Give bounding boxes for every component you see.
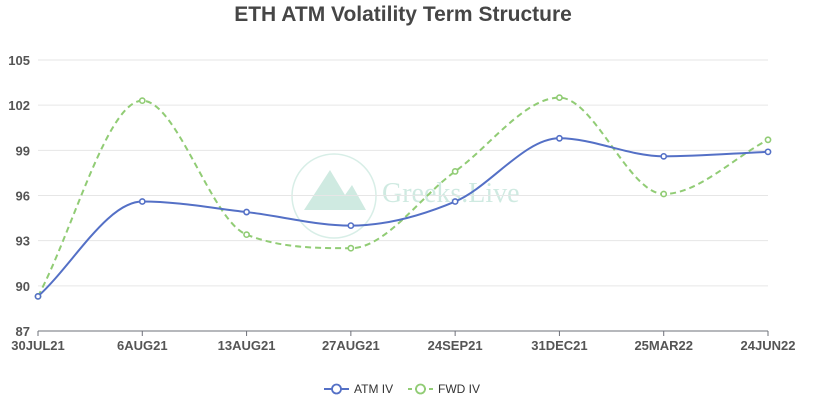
chart-title: ETH ATM Volatility Term Structure bbox=[234, 3, 572, 26]
x-tick-label: 31DEC21 bbox=[531, 338, 587, 353]
y-tick-label: 102 bbox=[8, 98, 30, 113]
legend-item-atm-iv[interactable]: ATM IV bbox=[324, 382, 393, 396]
data-point-atm-iv bbox=[764, 148, 772, 156]
series-points bbox=[34, 94, 772, 300]
x-tick-label: 27AUG21 bbox=[322, 338, 380, 353]
legend-marker-icon bbox=[331, 383, 342, 395]
y-tick-label: 93 bbox=[16, 234, 30, 249]
legend[interactable]: ATM IV FWD IV bbox=[324, 382, 480, 396]
legend-item-fwd-iv[interactable]: FWD IV bbox=[408, 382, 480, 396]
legend-marker-icon bbox=[415, 383, 426, 395]
data-point-atm-iv bbox=[556, 134, 563, 142]
data-point-atm-iv bbox=[243, 208, 250, 216]
x-tick-label: 24JUN22 bbox=[741, 338, 796, 353]
data-point-atm-iv bbox=[660, 152, 668, 160]
watermark-logo-mountain bbox=[304, 170, 366, 210]
data-point-atm-iv bbox=[347, 222, 355, 230]
y-tick-label: 96 bbox=[16, 189, 30, 204]
data-point-atm-iv bbox=[34, 292, 42, 300]
series-line-atm-iv bbox=[37, 137, 769, 298]
legend-label: ATM IV bbox=[354, 382, 393, 396]
data-point-fwd-iv bbox=[243, 231, 250, 239]
x-tick-label: 6AUG21 bbox=[117, 338, 168, 353]
legend-label: FWD IV bbox=[438, 382, 480, 396]
data-point-fwd-iv bbox=[764, 136, 772, 144]
data-point-fwd-iv bbox=[138, 97, 146, 105]
data-point-atm-iv bbox=[138, 198, 146, 205]
x-axis-labels: 30JUL21 6AUG21 13AUG21 27AUG21 24SEP21 31DEC2… bbox=[11, 338, 795, 353]
x-tick-label: 24SEP21 bbox=[428, 338, 483, 353]
data-point-fwd-iv bbox=[451, 168, 459, 175]
x-tick-label: 13AUG21 bbox=[218, 338, 276, 353]
axes bbox=[37, 330, 769, 336]
data-point-atm-iv bbox=[451, 198, 459, 205]
data-point-fwd-iv bbox=[660, 190, 668, 198]
y-tick-label: 87 bbox=[16, 324, 30, 339]
data-point-fwd-iv bbox=[556, 94, 563, 102]
y-tick-label: 105 bbox=[8, 53, 30, 68]
x-tick-label: 30JUL21 bbox=[11, 338, 64, 353]
y-tick-label: 99 bbox=[16, 143, 30, 158]
data-point-fwd-iv bbox=[347, 244, 355, 252]
y-axis-labels: 87 90 93 96 99 102 105 bbox=[8, 53, 30, 339]
grid-lines bbox=[38, 59, 768, 287]
y-tick-label: 90 bbox=[16, 279, 30, 294]
series-line-fwd-iv bbox=[37, 96, 769, 297]
x-tick-label: 25MAR22 bbox=[634, 338, 693, 353]
